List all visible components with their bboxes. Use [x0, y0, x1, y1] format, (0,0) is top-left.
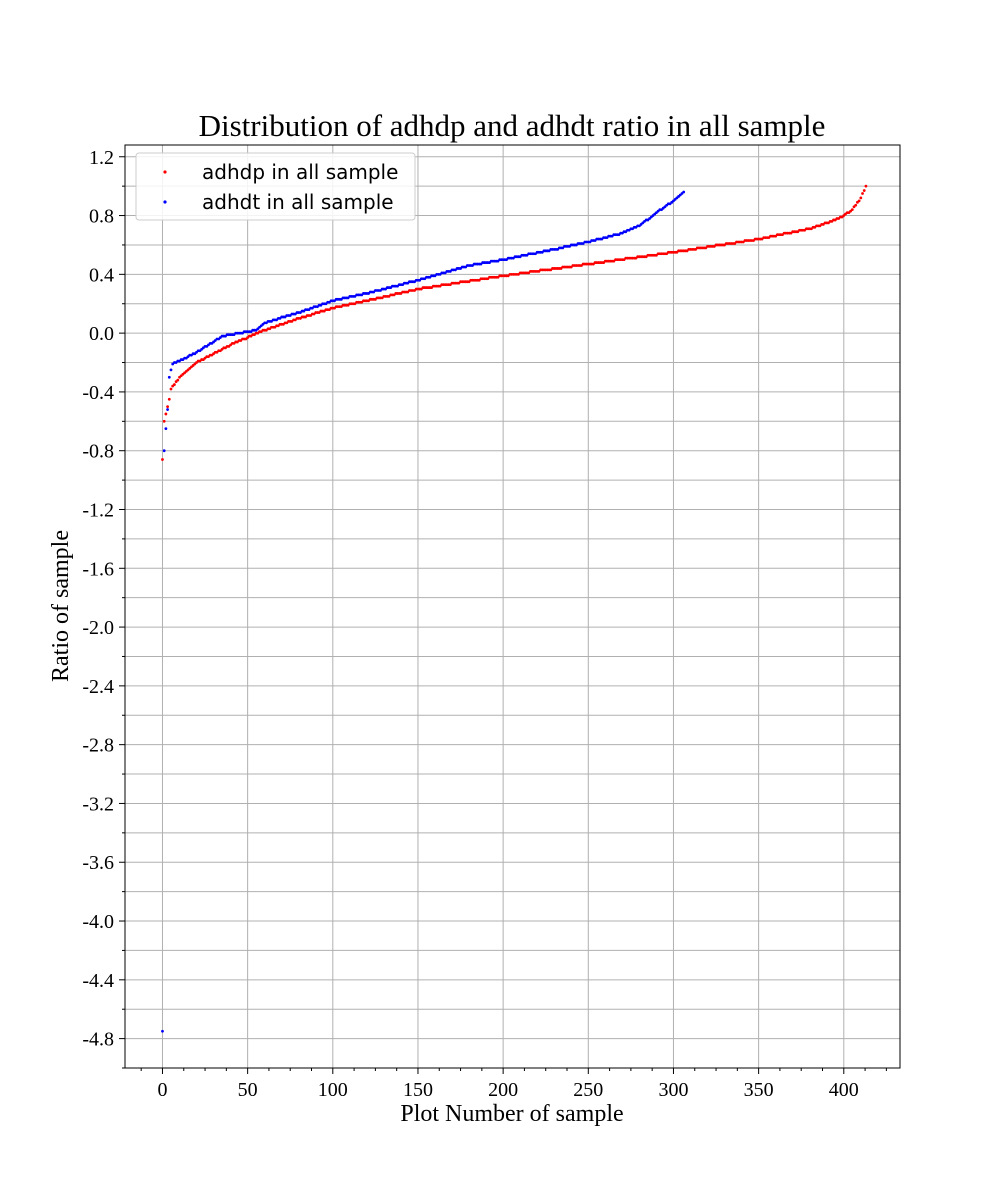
- chart-title: Distribution of adhdp and adhdt ratio in…: [199, 108, 826, 143]
- y-axis-label: Ratio of sample: [48, 530, 74, 682]
- data-point: [164, 427, 168, 431]
- y-tick-label: 0.0: [89, 323, 114, 345]
- x-tick-label: 250: [573, 1079, 603, 1101]
- legend-box: [135, 152, 416, 221]
- data-point: [162, 449, 166, 453]
- grid: [125, 145, 900, 1069]
- data-point: [169, 387, 173, 391]
- data-point: [164, 412, 168, 416]
- x-tick-label: 100: [318, 1079, 348, 1101]
- x-tick-label: 400: [829, 1079, 859, 1101]
- data-point: [167, 397, 171, 401]
- y-tick-label: -0.8: [82, 441, 114, 463]
- data-point: [176, 378, 180, 382]
- y-tick-label: -1.6: [82, 558, 114, 580]
- data-point: [682, 190, 686, 194]
- y-tick-label: -4.0: [82, 911, 114, 933]
- x-tick-label: 200: [488, 1079, 518, 1101]
- legend-marker-adhdt: [163, 200, 167, 204]
- y-tick-label: -3.2: [82, 793, 114, 815]
- data-point: [169, 368, 173, 372]
- data-point: [864, 184, 868, 188]
- y-tick-label: -4.4: [82, 970, 114, 992]
- data-point: [166, 405, 169, 409]
- y-tick-label: 1.2: [89, 147, 114, 169]
- y-tick-label: -3.6: [82, 852, 114, 874]
- data-point: [850, 208, 854, 212]
- y-tick-label: -2.4: [82, 676, 114, 698]
- series-adhdp: [161, 184, 868, 461]
- x-tick-label: 300: [658, 1079, 688, 1101]
- y-tick-label: 0.4: [89, 264, 114, 286]
- data-point: [162, 419, 166, 423]
- plot-data: [161, 184, 868, 1033]
- y-tick-label: 0.8: [89, 206, 114, 228]
- data-point: [854, 203, 858, 207]
- y-tick-label: -2.0: [82, 617, 114, 639]
- x-tick-label: 0: [157, 1079, 167, 1101]
- axis-ticks: 1.2 0.8 0.4 0.0 -0.4 -0.8 -1.2 -1.6 -2.0 -2.4 -2.8…: [82, 147, 887, 1101]
- x-tick-label: 50: [238, 1079, 258, 1101]
- data-point: [166, 408, 169, 411]
- data-point: [167, 375, 171, 379]
- x-tick-label: 150: [403, 1079, 433, 1101]
- legend-marker-adhdp: [163, 170, 167, 174]
- data-point: [862, 189, 866, 192]
- plot-frame: [124, 144, 901, 1069]
- data-point: [857, 199, 861, 203]
- y-tick-label: -2.8: [82, 735, 114, 757]
- legend-label-adhdp: adhdp in all sample: [202, 160, 398, 184]
- data-point: [161, 458, 164, 461]
- legend-label-adhdt: adhdt in all sample: [202, 190, 394, 214]
- data-point: [161, 1029, 164, 1033]
- data-point: [173, 383, 176, 386]
- legend: adhdp in all sample adhdt in all sample: [135, 152, 416, 221]
- x-axis-label: Plot Number of sample: [400, 1101, 623, 1127]
- data-point: [861, 192, 864, 195]
- data-point: [859, 196, 863, 200]
- y-tick-label: -4.8: [82, 1029, 114, 1051]
- y-tick-label: -1.2: [82, 499, 114, 521]
- y-tick-label: -0.4: [82, 382, 114, 404]
- series-adhdt: [161, 190, 686, 1033]
- x-tick-label: 350: [744, 1079, 774, 1101]
